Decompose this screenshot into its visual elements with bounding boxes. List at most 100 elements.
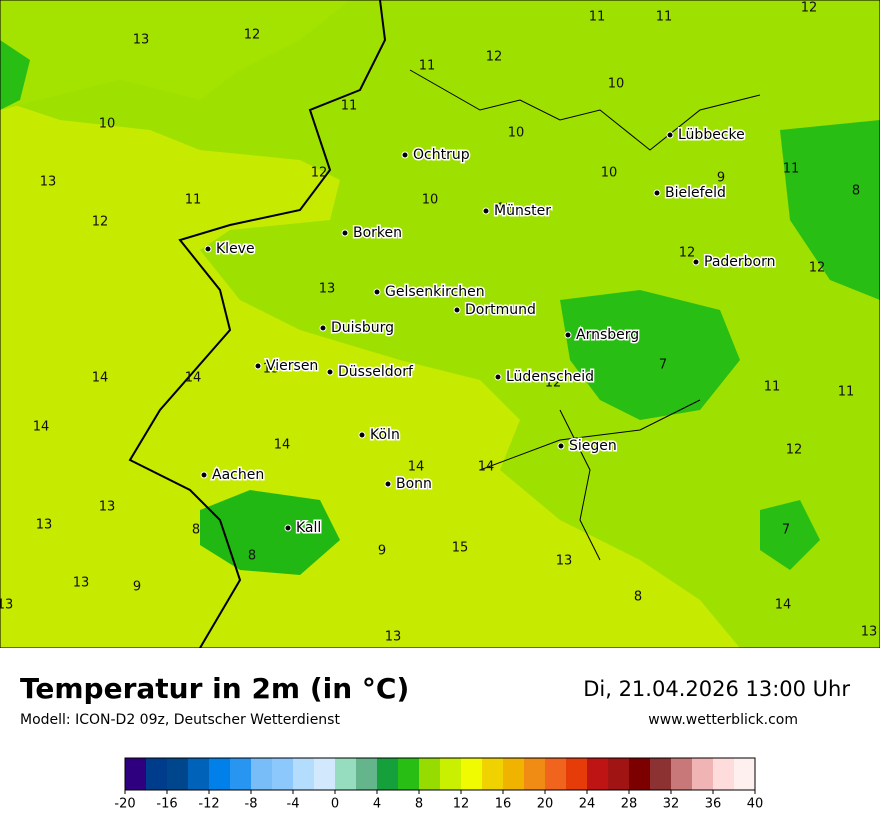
city-dot	[358, 431, 366, 439]
city-label: Münster	[494, 203, 551, 219]
city-label: Aachen	[212, 467, 264, 483]
city-dot	[666, 131, 674, 139]
city-dot	[284, 524, 292, 532]
map-labels: 13 12 11 12 11 11 12 11 10 10 10 13 12 11 10 10 9 11 8 12 12…	[0, 1, 877, 645]
temperature-label: 8	[192, 523, 200, 538]
temperature-label: 14	[478, 460, 495, 475]
city-label: Viersen	[266, 358, 318, 374]
colorbar-tick-label: -16	[156, 797, 177, 812]
city-dot	[401, 151, 409, 159]
colorbar-segment	[650, 758, 672, 790]
colorbar-tick-label: 12	[453, 797, 470, 812]
city-dot	[453, 306, 461, 314]
colorbar-tick-label: -4	[287, 797, 300, 812]
city-dot	[200, 471, 208, 479]
temperature-label: 10	[608, 77, 625, 92]
temperature-label: 9	[378, 544, 386, 559]
temperature-label: 14	[33, 420, 50, 435]
colorbar-segment	[230, 758, 252, 790]
colorbar-segment	[356, 758, 378, 790]
temperature-label: 13	[861, 625, 878, 640]
temperature-label: 12	[545, 376, 562, 391]
colorbar-segment	[503, 758, 525, 790]
temperature-label: 13	[133, 33, 150, 48]
city-dot	[653, 189, 661, 197]
temperature-label: 11	[419, 59, 436, 74]
colorbar-segment	[209, 758, 231, 790]
temperature-label: 8	[248, 549, 256, 564]
colorbar-segment	[167, 758, 189, 790]
city-label: Siegen	[569, 438, 617, 454]
colorbar-segment	[587, 758, 609, 790]
temperature-label: 11	[783, 162, 800, 177]
city-label: Bonn	[396, 476, 432, 492]
colorbar-segment	[146, 758, 168, 790]
city-dot	[326, 368, 334, 376]
website: www.wetterblick.com	[648, 712, 798, 728]
temperature-label: 12	[92, 215, 109, 230]
colorbar-tick-label: 36	[705, 797, 722, 812]
colorbar-segment	[566, 758, 588, 790]
temperature-label: 14	[274, 438, 291, 453]
colorbar-segment	[692, 758, 714, 790]
temperature-label: 12	[679, 246, 696, 261]
city-label: Bielefeld	[665, 185, 726, 201]
city-label: Gelsenkirchen	[385, 284, 485, 300]
colorbar-tick-label: 0	[331, 797, 339, 812]
colorbar-segment	[293, 758, 315, 790]
city-label: Paderborn	[704, 254, 775, 270]
temperature-label: 11	[185, 193, 202, 208]
city-label: Kall	[296, 520, 321, 536]
temperature-label: 12	[244, 28, 261, 43]
colorbar-tick-label: 40	[747, 797, 764, 812]
colorbar-tick-label: -20	[114, 797, 135, 812]
city-label: Kleve	[216, 241, 255, 257]
city-dot	[341, 229, 349, 237]
title: Temperatur in 2m (in °C)	[20, 672, 409, 705]
city-label: Köln	[370, 427, 400, 443]
colorbar-segment	[251, 758, 273, 790]
border-line	[128, 0, 387, 649]
temperature-label: 12	[486, 50, 503, 65]
colorbar-tick-label: 28	[621, 797, 638, 812]
datetime: Di, 21.04.2026 13:00 Uhr	[583, 677, 850, 701]
temperature-label: 10	[601, 166, 618, 181]
colorbar-segment	[398, 758, 420, 790]
colorbar-segment	[734, 758, 756, 790]
colorbar-segment	[545, 758, 567, 790]
temperature-label: 7	[659, 358, 667, 373]
temperature-label: 14	[408, 460, 425, 475]
city-label: Dortmund	[465, 302, 536, 318]
city-label: Düsseldorf	[338, 364, 414, 380]
city-label: Lüdenscheid	[506, 369, 594, 385]
temperature-label: 12	[786, 443, 803, 458]
colorbar-tick-label: 8	[415, 797, 423, 812]
temperature-label: 13	[263, 362, 280, 377]
temperature-label: 13	[40, 175, 57, 190]
temperature-label: 9	[717, 171, 725, 186]
colorbar-tick-label: -12	[198, 797, 219, 812]
map-region	[200, 490, 340, 575]
colorbar-tick-label: 24	[579, 797, 596, 812]
temperature-label: 10	[422, 193, 439, 208]
temperature-label: 11	[589, 10, 606, 25]
colorbar-segment	[440, 758, 462, 790]
temperature-label: 10	[99, 117, 116, 132]
colorbar-tick-label: 4	[373, 797, 381, 812]
city-dot	[254, 362, 262, 370]
map-region	[760, 500, 820, 570]
temperature-label: 14	[92, 371, 109, 386]
colorbar-frame	[124, 757, 756, 791]
colorbar-segment	[188, 758, 210, 790]
colorbar-segment	[272, 758, 294, 790]
temperature-label: 12	[311, 166, 328, 181]
colorbar-tick-label: -8	[245, 797, 258, 812]
colorbar-segment	[713, 758, 735, 790]
city-dot	[482, 207, 490, 215]
temperature-label: 11	[838, 385, 855, 400]
colorbar-tick-label: 20	[537, 797, 554, 812]
city-label: Borken	[353, 225, 402, 241]
temperature-label: 12	[801, 1, 818, 16]
colorbar-tick-label: 32	[663, 797, 680, 812]
city-label: Ochtrup	[413, 147, 470, 163]
